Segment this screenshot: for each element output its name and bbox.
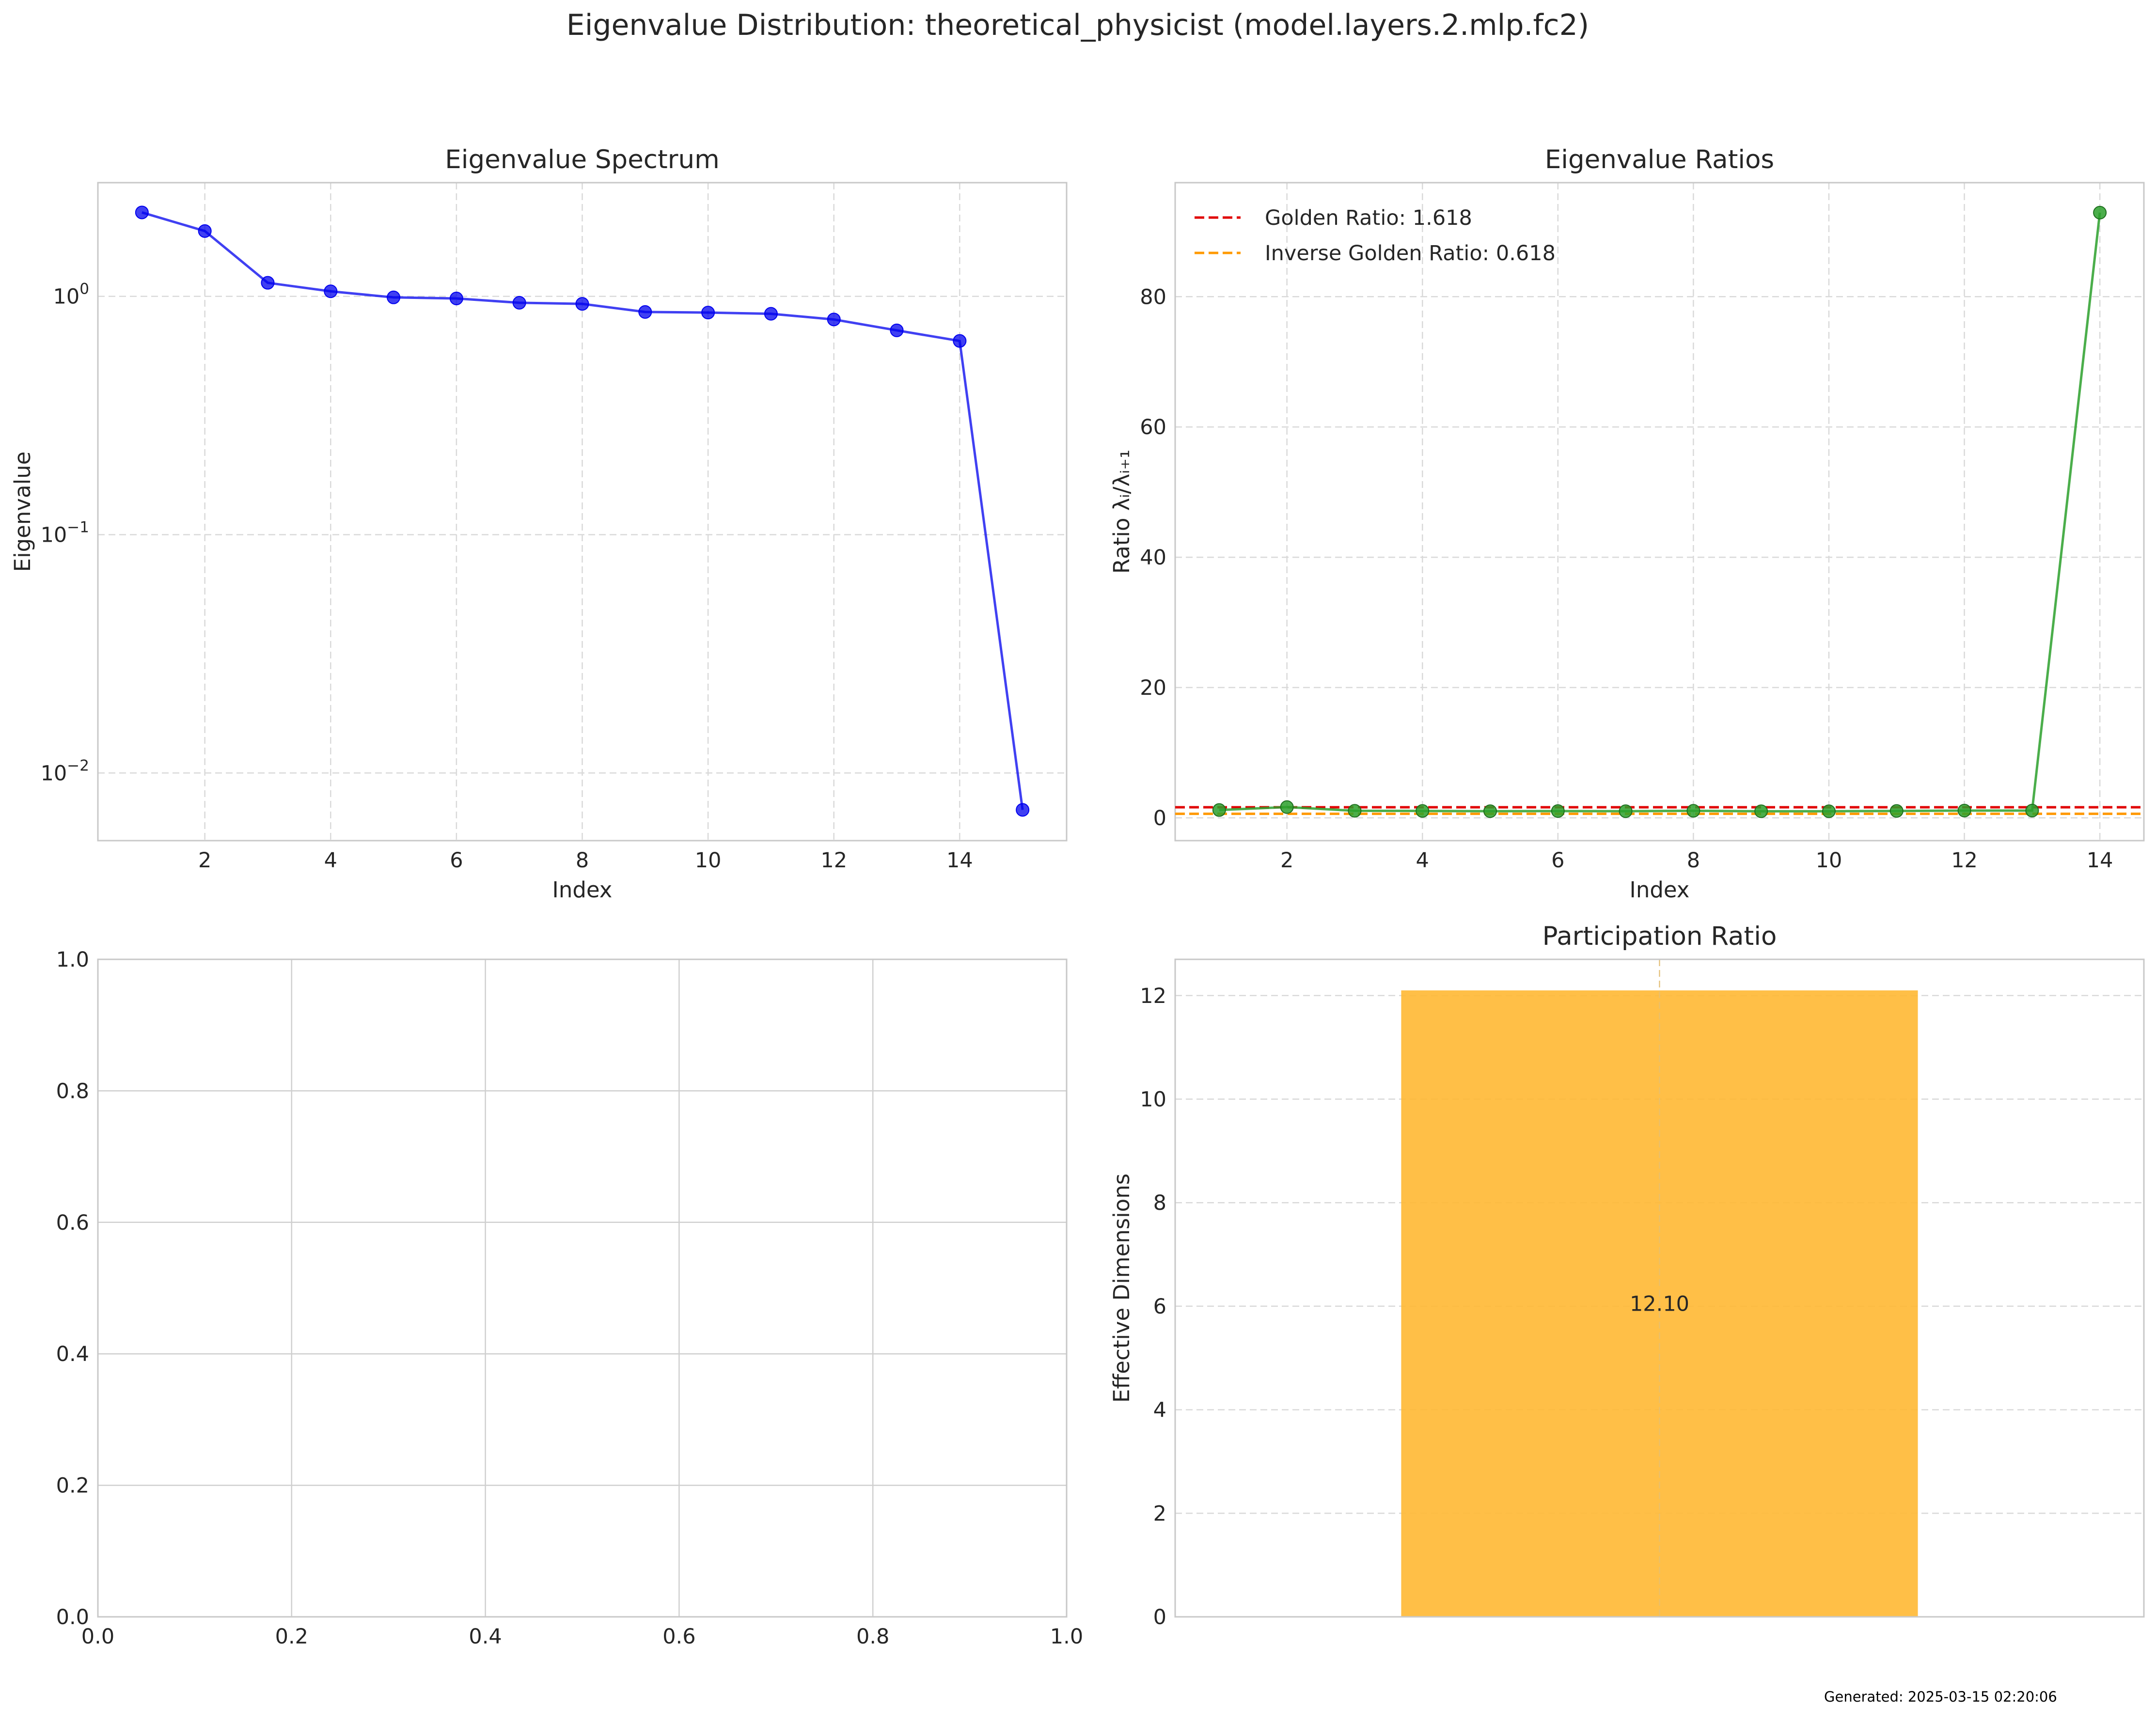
data-point [135,205,149,219]
y-tick-label: 12 [1140,984,1166,1008]
x-tick-label: 2 [198,848,211,873]
data-point [1280,800,1294,814]
data-point [324,284,338,298]
data-point [827,313,841,327]
data-point [2093,205,2107,219]
y-tick-label: 0 [1153,1605,1166,1629]
y-tick-label: 8 [1153,1191,1166,1215]
y-tick-label: 40 [1140,546,1166,570]
data-point [1957,804,1971,818]
y-tick-label: 2 [1153,1502,1166,1526]
y-tick-label: 10−1 [41,518,89,547]
y-tick-label: 0.8 [56,1079,89,1103]
x-tick-label: 6 [450,848,463,873]
generated-timestamp: Generated: 2025-03-15 02:20:06 [1824,1689,2057,1705]
axes-participation: 12.10 0 2 4 6 8 10 12 Participation Ratio Effecti… [1109,922,2145,1629]
data-point [2025,804,2039,818]
y-axis-label: Effective Dimensions [1109,1173,1134,1403]
data-point [1416,804,1430,818]
data-point [198,224,212,238]
data-point [575,297,589,311]
x-tick-label: 0.8 [856,1625,889,1649]
data-point [261,276,275,290]
x-tick-label: 0.4 [469,1625,502,1649]
y-tick-label: 6 [1153,1295,1166,1319]
figure-suptitle: Eigenvalue Distribution: theoretical_phy… [567,8,1589,42]
y-tick-label: 10 [1140,1087,1166,1111]
bar-data-label: 12.10 [1630,1292,1689,1316]
x-tick-label: 12 [820,848,847,873]
legend-label: Inverse Golden Ratio: 0.618 [1265,241,1556,266]
axes-frame [97,182,1068,842]
y-tick-label: 60 [1140,415,1166,439]
y-axis-label: Eigenvalue [10,452,35,572]
x-tick-label: 10 [1816,848,1842,873]
axes-frame [97,958,1068,1618]
data-point [1754,804,1768,818]
y-tick-label: 0.0 [56,1605,89,1629]
x-tick-label: 14 [946,848,973,873]
y-tick-label: 80 [1140,285,1166,309]
y-tick-label: 0 [1153,806,1166,830]
axes-title: Eigenvalue Ratios [1545,145,1774,174]
data-point [1212,803,1226,817]
data-point [1348,804,1362,818]
legend-label: Golden Ratio: 1.618 [1265,206,1472,230]
data-point [512,296,526,310]
x-tick-label: 0.0 [81,1625,114,1649]
axes-title: Eigenvalue Spectrum [445,145,720,174]
x-tick-label: 4 [1416,848,1429,873]
data-point [764,307,778,321]
y-tick-label: 20 [1140,676,1166,700]
x-axis-label: Index [1630,877,1690,903]
axes-frame [1174,182,2145,842]
axes-frame [1174,958,2145,1618]
data-point [387,290,401,304]
y-tick-label: 100 [53,281,89,309]
y-tick-label: 0.6 [56,1211,89,1235]
data-point [1016,803,1030,817]
y-tick-label: 0.4 [56,1342,89,1366]
axes-ratios: 2 4 6 8 10 12 14 0 20 40 60 80 Eigenvalue Ratios Inde… [1109,145,2145,903]
data-point [449,291,463,305]
x-tick-label: 12 [1951,848,1978,873]
x-tick-label: 14 [2087,848,2113,873]
data-point [1889,804,1904,818]
data-point [953,334,967,348]
data-point [701,306,715,320]
y-tick-label: 1.0 [56,948,89,972]
x-tick-label: 2 [1280,848,1293,873]
series-line-ratios [1219,212,2101,813]
x-tick-label: 1.0 [1050,1625,1083,1649]
y-axis-label: Ratio λᵢ/λᵢ₊₁ [1109,450,1134,574]
axes-empty: 0.0 0.2 0.4 0.6 0.8 1.0 0.0 0.2 0.4 0.6 0.8 1.0 [56,948,1084,1649]
y-tick-label: 10−2 [41,757,89,785]
data-point [638,305,652,319]
data-point [890,323,904,337]
x-tick-label: 4 [324,848,337,873]
axes-spectrum: 2 4 6 8 10 12 14 100 10−1 10−2 Eigenvalue Spectrum… [10,145,1068,903]
x-tick-label: 0.2 [275,1625,308,1649]
y-tick-label: 0.2 [56,1474,89,1498]
x-tick-label: 8 [1687,848,1700,873]
y-tick-label: 4 [1153,1398,1166,1423]
x-axis-label: Index [552,877,613,903]
x-tick-label: 6 [1551,848,1564,873]
data-point [1483,804,1497,818]
data-point [1551,804,1565,818]
axes-title: Participation Ratio [1542,922,1777,951]
x-tick-label: 8 [576,848,589,873]
legend: Golden Ratio: 1.618 Inverse Golden Ratio:… [1195,206,1556,266]
data-point [1686,804,1700,818]
x-tick-label: 0.6 [662,1625,695,1649]
data-point [1619,804,1633,818]
data-point [1822,804,1836,818]
x-tick-label: 10 [695,848,722,873]
